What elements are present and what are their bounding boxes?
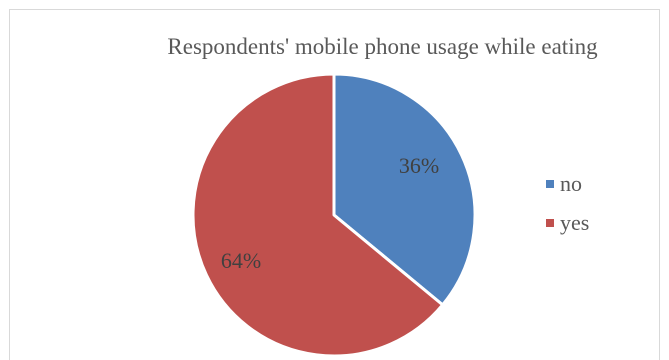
legend-label-no: no bbox=[560, 171, 582, 196]
pie-slice-no bbox=[332, 72, 477, 307]
data-label-no: 36% bbox=[399, 153, 439, 178]
legend-label-yes: yes bbox=[560, 210, 590, 235]
legend-swatch-no bbox=[546, 180, 554, 188]
data-label-yes: 64% bbox=[221, 248, 261, 273]
legend-swatch-yes bbox=[546, 219, 554, 227]
legend-item-yes: yes bbox=[546, 209, 589, 237]
chart-title: Respondents' mobile phone usage while ea… bbox=[167, 34, 598, 59]
legend: no yes bbox=[546, 170, 589, 248]
pie-slice-yes bbox=[191, 72, 445, 358]
legend-item-no: no bbox=[546, 170, 589, 198]
